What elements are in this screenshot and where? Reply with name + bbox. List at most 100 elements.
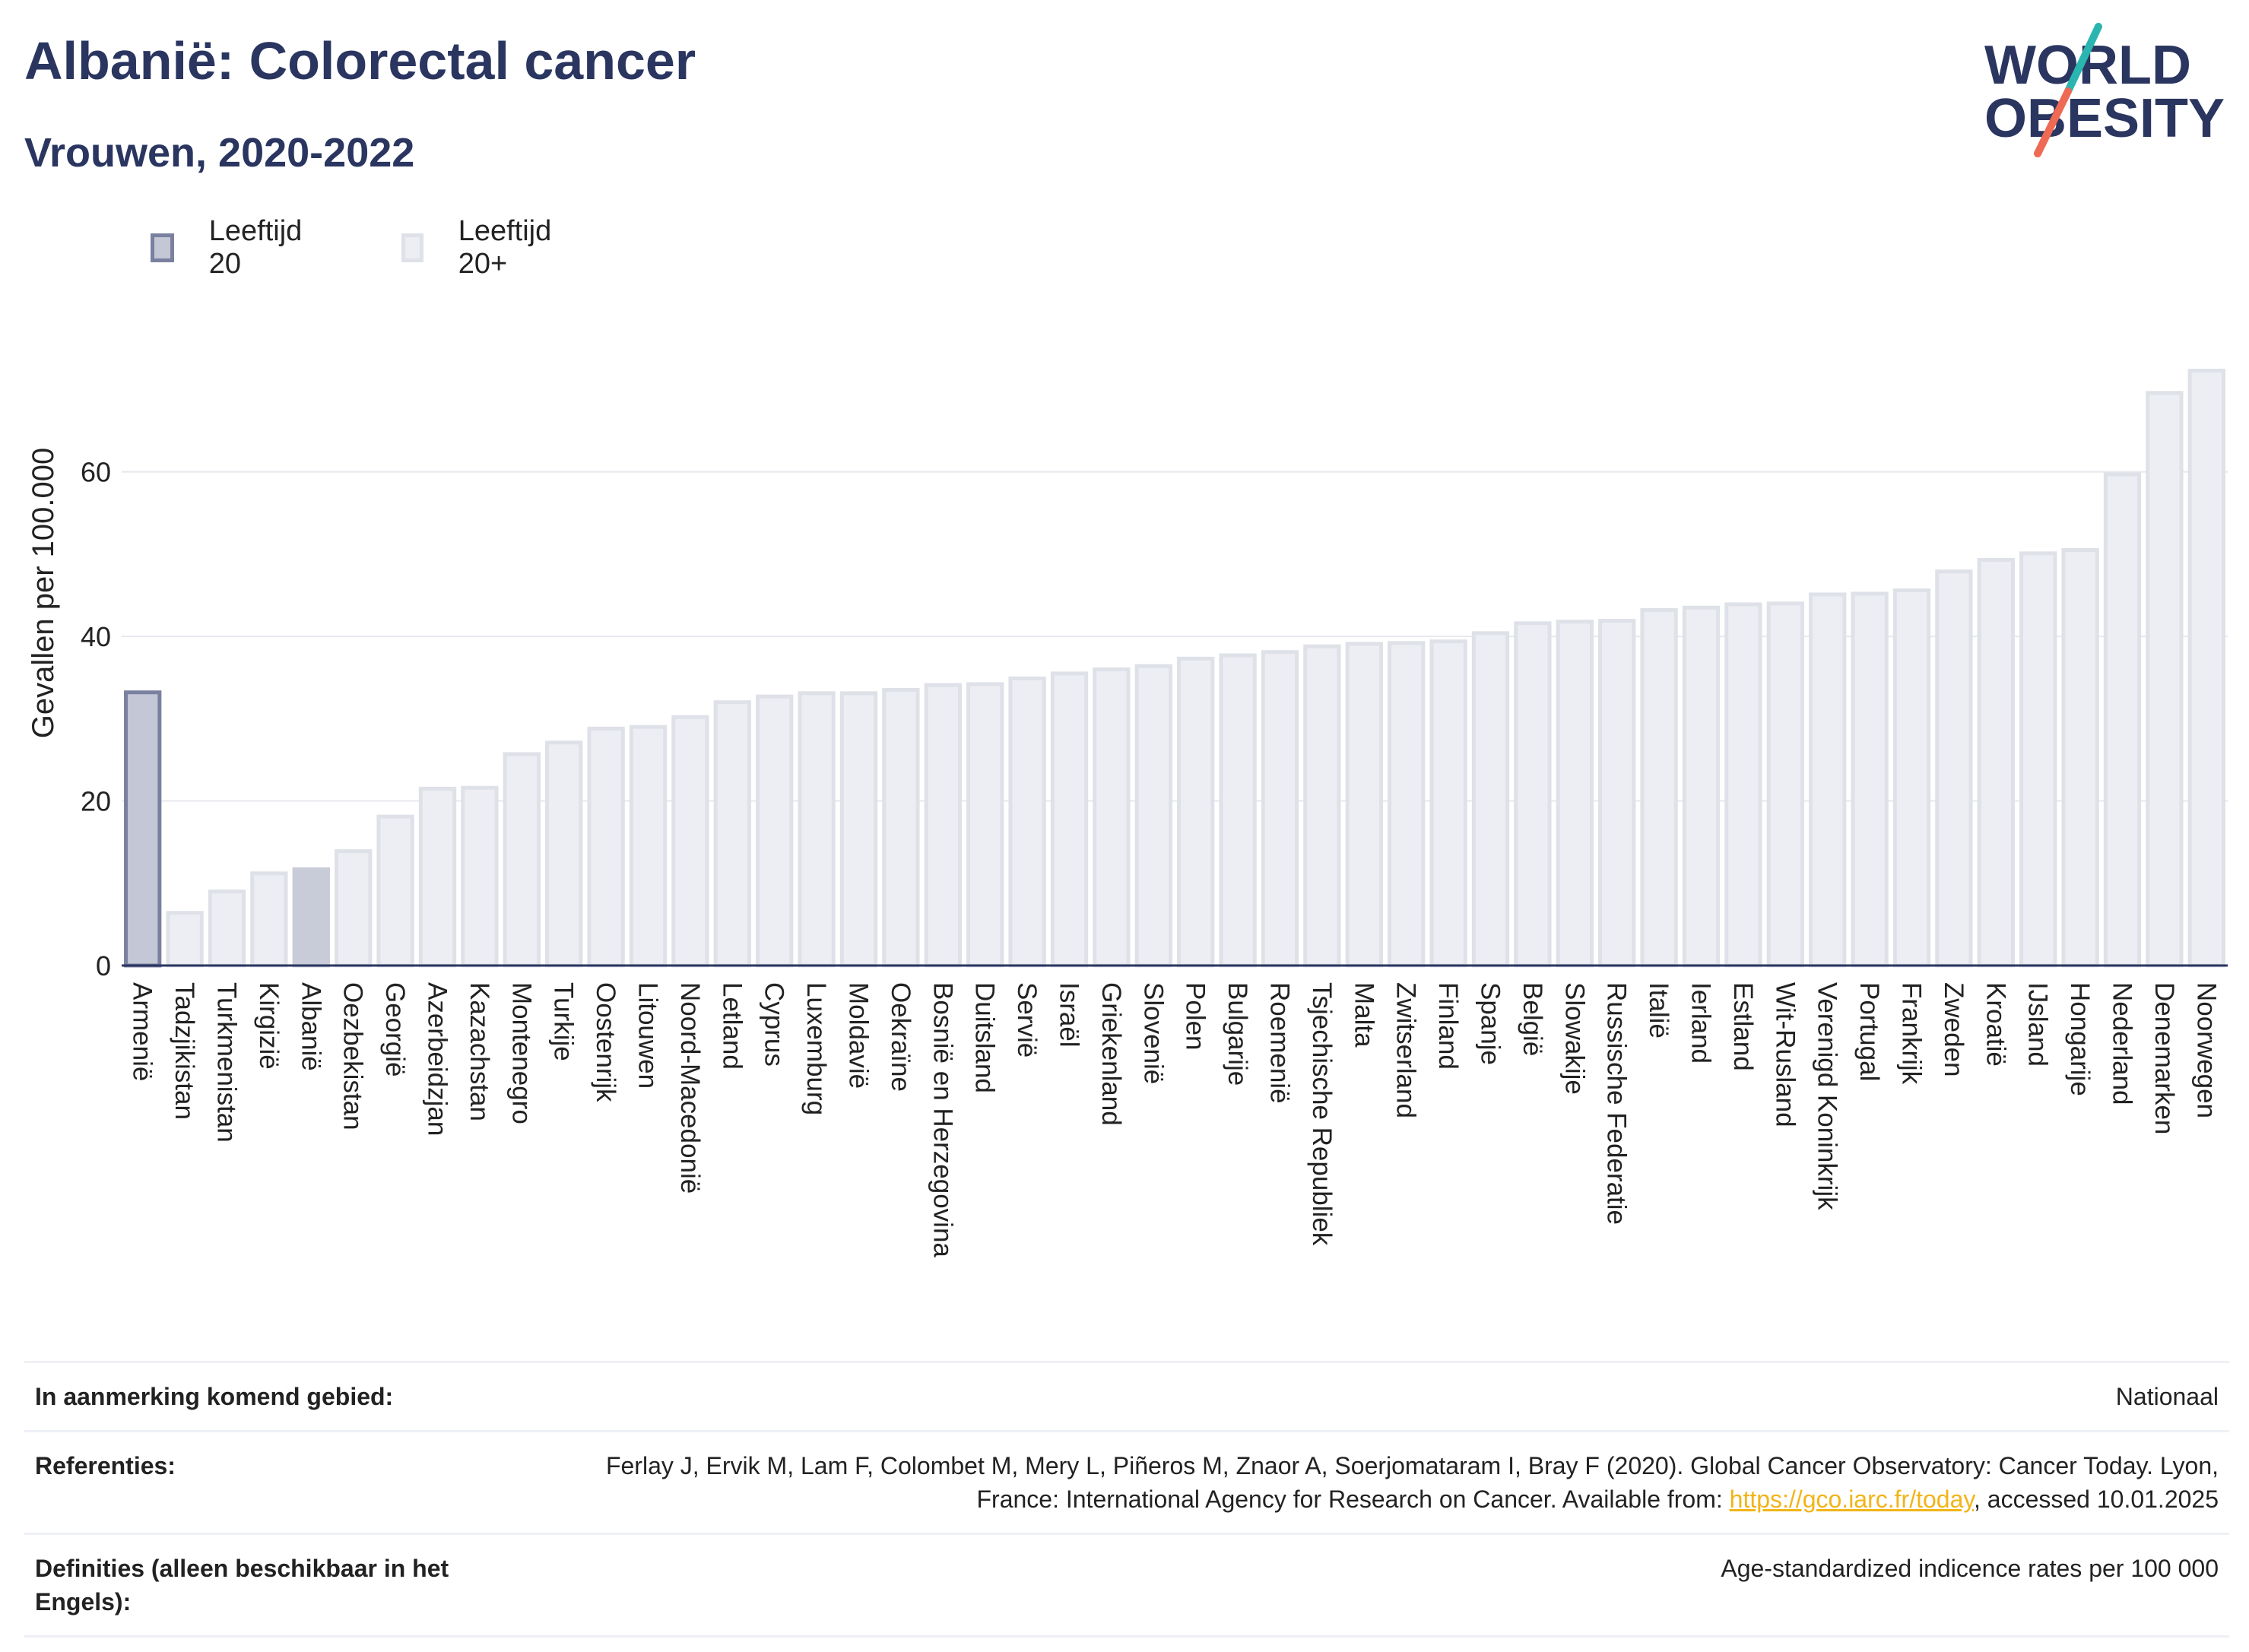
x-tick-label: Frankrijk	[1897, 982, 1927, 1085]
legend-item-age-20[interactable]: Leeftijd 20	[151, 215, 308, 280]
bar[interactable]	[1682, 605, 1721, 968]
bar[interactable]	[798, 691, 836, 968]
x-tick-label: Hongarije	[2065, 982, 2095, 1096]
x-tick-label: Luxemburg	[801, 982, 831, 1115]
bar[interactable]	[1429, 639, 1467, 968]
x-tick-label: Oezbekistan	[338, 982, 368, 1130]
bar[interactable]	[1134, 664, 1172, 968]
bar[interactable]	[1471, 631, 1510, 968]
reference-accessed: , accessed 10.01.2025	[1973, 1486, 2219, 1513]
x-tick-label: Servië	[1012, 982, 1042, 1057]
x-tick-label: Litouwen	[633, 982, 663, 1089]
info-row-references: Referenties: Ferlay J, Ervik M, Lam F, C…	[24, 1430, 2229, 1533]
bar[interactable]	[2019, 551, 2057, 968]
bar[interactable]	[1388, 641, 1426, 968]
x-tick-label: Turkmenistan	[212, 982, 242, 1143]
bar[interactable]	[124, 690, 162, 968]
x-tick-label: Malta	[1349, 982, 1378, 1048]
bar[interactable]	[1935, 569, 1973, 968]
bar[interactable]	[1093, 667, 1131, 968]
bar[interactable]	[587, 726, 625, 968]
bar[interactable]	[376, 814, 414, 968]
legend-label-age-20: Leeftijd 20	[208, 215, 303, 280]
chart-title: Albanië: Colorectal cancer	[24, 31, 696, 90]
x-tick-label: Azerbeidzjan	[423, 982, 452, 1136]
bar[interactable]	[1640, 607, 1678, 968]
info-row-definitions: Definities (alleen beschikbaar in het En…	[24, 1533, 2229, 1638]
bar[interactable]	[461, 785, 499, 968]
bar[interactable]	[882, 687, 920, 968]
bar[interactable]	[966, 682, 1004, 968]
x-tick-label: Slovenië	[1138, 982, 1168, 1084]
x-tick-label: Polen	[1181, 982, 1210, 1051]
bar[interactable]	[335, 849, 373, 968]
bars	[124, 369, 2225, 968]
bar[interactable]	[629, 725, 668, 968]
bar[interactable]	[1008, 676, 1046, 968]
reference-link[interactable]: https://gco.iarc.fr/today	[1729, 1486, 1974, 1513]
bar[interactable]	[713, 700, 751, 968]
x-tick-label: Moldavië	[844, 982, 874, 1089]
x-tick-label: Bulgarije	[1223, 982, 1252, 1086]
x-tick-label: Montenegro	[506, 982, 536, 1124]
bar[interactable]	[1177, 656, 1215, 968]
bar[interactable]	[1851, 591, 1889, 968]
info-value-definitions: Age-standardized indicence rates per 100…	[1721, 1555, 2219, 1582]
x-tick-label: Albanië	[296, 982, 325, 1071]
bar[interactable]	[671, 715, 709, 968]
logo-slash-bottom-icon	[2034, 87, 2072, 157]
info-row-area: In aanmerking komend gebied: Nationaal	[24, 1361, 2229, 1430]
bar[interactable]	[1892, 588, 1931, 968]
x-tick-label: Kirgizië	[254, 982, 284, 1070]
x-tick-label: Griekenland	[1096, 982, 1126, 1126]
bar[interactable]	[250, 871, 288, 968]
x-tick-label: Duitsland	[970, 982, 1000, 1093]
bar[interactable]	[2103, 472, 2142, 968]
bar[interactable]	[2146, 391, 2184, 968]
info-label-area: In aanmerking komend gebied:	[35, 1383, 394, 1410]
bar[interactable]	[1219, 653, 1257, 968]
bar[interactable]	[1345, 642, 1383, 968]
bar[interactable]	[1598, 619, 1636, 968]
bar[interactable]	[503, 752, 541, 968]
x-tick-label: Ierland	[1686, 982, 1716, 1064]
bar[interactable]	[292, 867, 330, 968]
bar[interactable]	[756, 694, 794, 968]
info-label-references: Referenties:	[35, 1452, 176, 1479]
bar[interactable]	[418, 786, 457, 968]
bar[interactable]	[1724, 602, 1762, 968]
bar[interactable]	[1809, 592, 1847, 968]
bar[interactable]	[1514, 621, 1552, 968]
legend-label-age-20-plus: Leeftijd 20+	[458, 215, 552, 280]
x-tick-label: Tsjechische Republiek	[1307, 982, 1337, 1246]
bar[interactable]	[1766, 601, 1804, 968]
x-tick-label: Turkije	[549, 982, 579, 1061]
x-tick-label: Kroatië	[1981, 982, 2010, 1067]
bar[interactable]	[2187, 369, 2225, 968]
bar[interactable]	[2061, 547, 2099, 968]
x-tick-label: Nederland	[2108, 982, 2137, 1105]
bar[interactable]	[1977, 557, 2015, 968]
bar[interactable]	[839, 691, 878, 968]
info-value-references: Ferlay J, Ervik M, Lam F, Colombet M, Me…	[584, 1449, 2219, 1516]
bar[interactable]	[545, 740, 583, 968]
x-tick-label: Italië	[1644, 982, 1673, 1038]
bar[interactable]	[1303, 644, 1341, 968]
bar[interactable]	[924, 683, 962, 968]
bar[interactable]	[208, 889, 246, 968]
x-tick-label: Georgië	[380, 982, 410, 1077]
legend-item-age-20-plus[interactable]: Leeftijd 20+	[401, 215, 559, 280]
info-value-area: Nationaal	[2115, 1383, 2219, 1410]
x-tick-label: België	[1518, 982, 1547, 1056]
bar[interactable]	[1261, 650, 1299, 968]
x-tick-label: Zweden	[1939, 982, 1968, 1077]
y-tick-label: 0	[96, 950, 111, 981]
x-tick-label: Oostenrijk	[591, 982, 620, 1102]
bar[interactable]	[1050, 671, 1089, 968]
bar[interactable]	[166, 911, 204, 968]
y-tick-label: 40	[81, 621, 111, 652]
reference-text: Ferlay J, Ervik M, Lam F, Colombet M, Me…	[605, 1452, 2219, 1513]
bar[interactable]	[1556, 620, 1594, 968]
x-tick-label: Verenigd Koninkrijk	[1813, 982, 1842, 1210]
x-tick-label: Israël	[1055, 982, 1084, 1048]
